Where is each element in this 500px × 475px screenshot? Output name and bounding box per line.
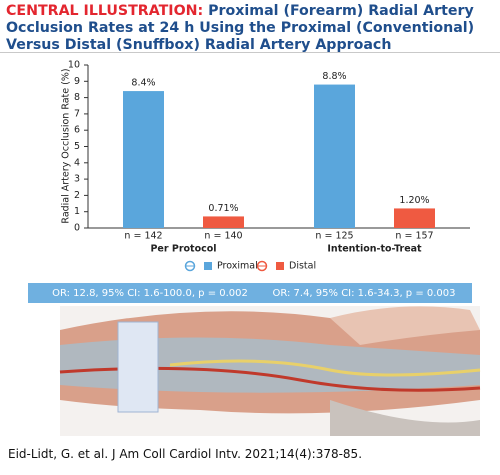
y-tick-label: 7 (74, 108, 80, 119)
title: CENTRAL ILLUSTRATION: Proximal (Forearm)… (6, 3, 496, 54)
stats-annotation: OR: 12.8, 95% CI: 1.6-100.0, p = 0.002 (52, 288, 248, 299)
bar (203, 216, 244, 228)
y-tick-label: 0 (74, 223, 80, 234)
value-label: 8.8% (322, 71, 346, 82)
stats-annotation: OR: 7.4, 95% CI: 1.6-34.3, p = 0.003 (272, 288, 455, 299)
y-tick-label: 10 (68, 60, 80, 71)
y-tick-label: 5 (74, 141, 80, 152)
citation: Eid-Lidt, G. et al. J Am Coll Cardiol In… (8, 447, 363, 461)
bar (123, 91, 164, 228)
y-axis-label: Radial Artery Occlusion Rate (%) (61, 68, 72, 223)
n-label: n = 125 (315, 231, 353, 242)
value-label: 0.71% (208, 203, 238, 214)
bar (314, 84, 355, 228)
legend-swatch (204, 262, 212, 270)
title-prefix: CENTRAL ILLUSTRATION: (6, 3, 204, 19)
y-tick-label: 4 (74, 157, 80, 168)
chart: Radial Artery Occlusion Rate (%) 0 1 2 3 4 5 6… (28, 60, 481, 436)
y-tick-label: 9 (74, 76, 80, 87)
value-label: 8.4% (131, 78, 155, 89)
y-tick-label: 8 (74, 92, 80, 103)
bar (394, 208, 435, 228)
legend-label: Distal (289, 261, 316, 272)
divider (0, 52, 500, 53)
x-tick-label: Per Protocol (150, 244, 216, 255)
y-tick-label: 6 (74, 125, 80, 136)
y-tick-label: 2 (74, 190, 80, 201)
n-label: n = 142 (124, 231, 162, 242)
legend-swatch (276, 262, 284, 270)
stats-banner (28, 283, 472, 303)
legend-label: Proximal (217, 261, 258, 272)
n-label: n = 140 (204, 231, 242, 242)
y-tick-label: 3 (74, 174, 80, 185)
y-tick-label: 1 (74, 206, 80, 217)
value-label: 1.20% (399, 195, 429, 206)
x-tick-label: Intention-to-Treat (327, 244, 422, 255)
title-text: Proximal (Forearm) Radial Artery Occlusi… (6, 3, 475, 53)
n-label: n = 157 (395, 231, 433, 242)
illustration (59, 306, 481, 436)
